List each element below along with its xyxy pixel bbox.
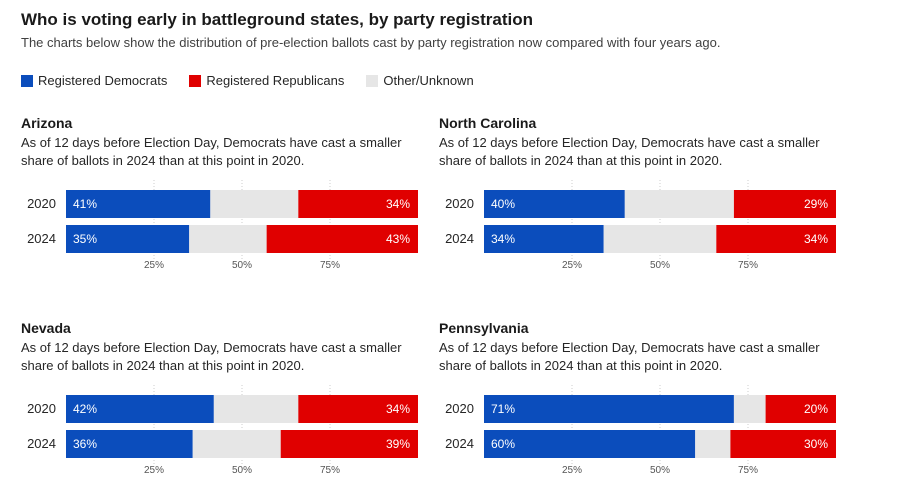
bar-data-label: 35% bbox=[73, 232, 97, 246]
bar-data-label: 60% bbox=[491, 437, 515, 451]
bar-segment-registered-republicans bbox=[298, 395, 418, 423]
year-label: 2024 bbox=[445, 436, 474, 451]
bar-data-label: 30% bbox=[804, 437, 828, 451]
legend-item-democrats: Registered Democrats bbox=[21, 73, 167, 88]
x-tick-label: 75% bbox=[320, 465, 340, 476]
bar-segment-registered-republicans bbox=[765, 395, 836, 423]
x-tick-label: 75% bbox=[738, 465, 758, 476]
bar-segment-registered-democrats bbox=[66, 395, 214, 423]
bar-data-label: 34% bbox=[491, 232, 515, 246]
year-label: 2020 bbox=[27, 196, 56, 211]
bar-data-label: 39% bbox=[386, 437, 410, 451]
bar-segment-registered-democrats bbox=[484, 225, 604, 253]
x-tick-label: 25% bbox=[562, 260, 582, 271]
bar-segment-other-unknown bbox=[733, 395, 766, 423]
year-label: 2020 bbox=[27, 401, 56, 416]
year-label: 2024 bbox=[27, 231, 56, 246]
bar-data-label: 43% bbox=[386, 232, 410, 246]
legend-item-republicans: Registered Republicans bbox=[189, 73, 344, 88]
bar-segment-other-unknown bbox=[189, 225, 267, 253]
bar-segment-registered-republicans bbox=[266, 225, 418, 253]
bar-segment-registered-republicans bbox=[730, 430, 836, 458]
year-label: 2024 bbox=[445, 231, 474, 246]
year-label: 2024 bbox=[27, 436, 56, 451]
bar-data-label: 40% bbox=[491, 197, 515, 211]
chart-panel-nevada: Nevada As of 12 days before Election Day… bbox=[21, 320, 421, 495]
bar-data-label: 41% bbox=[73, 197, 97, 211]
year-label: 2020 bbox=[445, 196, 474, 211]
bar-segment-other-unknown bbox=[192, 430, 281, 458]
panel-note: As of 12 days before Election Day, Democ… bbox=[21, 135, 402, 168]
bar-segment-registered-republicans bbox=[733, 190, 836, 218]
bar-segment-registered-democrats bbox=[484, 395, 734, 423]
x-tick-label: 50% bbox=[232, 465, 252, 476]
bar-segment-registered-republicans bbox=[716, 225, 836, 253]
x-tick-label: 75% bbox=[320, 260, 340, 271]
page-subtitle: The charts below show the distribution o… bbox=[21, 35, 721, 50]
panel-note: As of 12 days before Election Day, Democ… bbox=[439, 135, 820, 168]
stacked-bar-chart-nevada: 25% 50% 75% 2020 42% 34% 2024 36% 39% bbox=[27, 385, 418, 476]
legend-label-republicans: Registered Republicans bbox=[206, 73, 345, 88]
chart-legend: Registered Democrats Registered Republic… bbox=[21, 73, 496, 88]
bar-data-label: 29% bbox=[804, 197, 828, 211]
stacked-bar-chart-north-carolina: 25% 50% 75% 2020 40% 29% 2024 34% 34% bbox=[445, 180, 836, 271]
panel-title: Pennsylvania bbox=[439, 320, 529, 336]
panel-note: As of 12 days before Election Day, Democ… bbox=[21, 340, 402, 373]
bar-segment-registered-democrats bbox=[66, 430, 193, 458]
bar-segment-other-unknown bbox=[213, 395, 299, 423]
bar-segment-other-unknown bbox=[624, 190, 734, 218]
bar-data-label: 34% bbox=[386, 402, 410, 416]
x-tick-label: 50% bbox=[232, 260, 252, 271]
bar-segment-registered-democrats bbox=[484, 430, 696, 458]
panel-title: Arizona bbox=[21, 115, 73, 131]
legend-label-democrats: Registered Democrats bbox=[38, 73, 168, 88]
bar-segment-registered-democrats bbox=[66, 225, 190, 253]
bar-segment-registered-democrats bbox=[484, 190, 625, 218]
bar-segment-registered-republicans bbox=[298, 190, 418, 218]
bar-data-label: 42% bbox=[73, 402, 97, 416]
stacked-bar-chart-arizona: 25% 50% 75% 2020 41% 34% 2024 35% 43% bbox=[27, 180, 418, 271]
x-tick-label: 25% bbox=[144, 465, 164, 476]
legend-label-other: Other/Unknown bbox=[383, 73, 474, 88]
chart-panel-arizona: Arizona As of 12 days before Election Da… bbox=[21, 115, 421, 290]
x-tick-label: 75% bbox=[738, 260, 758, 271]
legend-item-other: Other/Unknown bbox=[366, 73, 474, 88]
x-tick-label: 25% bbox=[562, 465, 582, 476]
year-label: 2020 bbox=[445, 401, 474, 416]
legend-swatch-republicans bbox=[189, 74, 202, 87]
bar-data-label: 36% bbox=[73, 437, 97, 451]
legend-swatch-other bbox=[366, 74, 379, 87]
bar-segment-registered-democrats bbox=[66, 190, 211, 218]
x-tick-label: 50% bbox=[650, 465, 670, 476]
bar-segment-registered-republicans bbox=[280, 430, 418, 458]
panel-title: Nevada bbox=[21, 320, 71, 336]
stacked-bar-chart-pennsylvania: 25% 50% 75% 2020 71% 20% 2024 60% 30% bbox=[445, 385, 836, 476]
x-tick-label: 25% bbox=[144, 260, 164, 271]
bar-segment-other-unknown bbox=[210, 190, 299, 218]
bar-data-label: 20% bbox=[804, 402, 828, 416]
bar-segment-other-unknown bbox=[695, 430, 731, 458]
bar-data-label: 71% bbox=[491, 402, 515, 416]
chart-panel-pennsylvania: Pennsylvania As of 12 days before Electi… bbox=[439, 320, 839, 495]
x-tick-label: 50% bbox=[650, 260, 670, 271]
chart-panel-north-carolina: North Carolina As of 12 days before Elec… bbox=[439, 115, 839, 290]
bar-data-label: 34% bbox=[386, 197, 410, 211]
bar-segment-other-unknown bbox=[603, 225, 717, 253]
bar-data-label: 34% bbox=[804, 232, 828, 246]
page-title: Who is voting early in battleground stat… bbox=[21, 10, 533, 29]
panel-title: North Carolina bbox=[439, 115, 537, 131]
legend-swatch-democrats bbox=[21, 74, 33, 87]
panel-note: As of 12 days before Election Day, Democ… bbox=[439, 340, 820, 373]
